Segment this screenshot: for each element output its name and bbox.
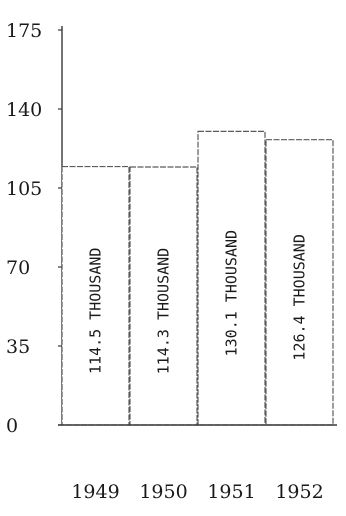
y-tick-label: 175 — [6, 20, 42, 42]
x-category-label: 1950 — [139, 481, 187, 503]
y-tick-label: 70 — [6, 257, 30, 279]
bar-value-label: 126.4 THOUSAND — [291, 234, 309, 360]
bar-value-label: 114.3 THOUSAND — [155, 248, 173, 374]
x-category-label: 1949 — [71, 481, 119, 503]
bar-value-label: 114.5 THOUSAND — [87, 248, 105, 374]
x-category-label: 1951 — [207, 481, 255, 503]
y-tick-label: 140 — [6, 99, 42, 121]
bar-value-label: 130.1 THOUSAND — [223, 230, 241, 356]
bars: 114.5 THOUSAND 114.3 THOUSAND 130.1 THOUSA… — [61, 130, 334, 426]
bar-1949 — [61, 165, 130, 426]
y-tick-label: 0 — [6, 415, 18, 437]
y-tick-label: 35 — [6, 336, 30, 358]
x-category-label: 1952 — [275, 481, 323, 503]
x-axis-categories: 1949 1950 1951 1952 — [71, 481, 323, 503]
bar-1950 — [129, 166, 198, 426]
y-tick-label: 105 — [6, 178, 42, 200]
bar-1951 — [197, 130, 266, 426]
y-axis-ticks: 0 35 70 105 140 175 — [6, 20, 62, 437]
